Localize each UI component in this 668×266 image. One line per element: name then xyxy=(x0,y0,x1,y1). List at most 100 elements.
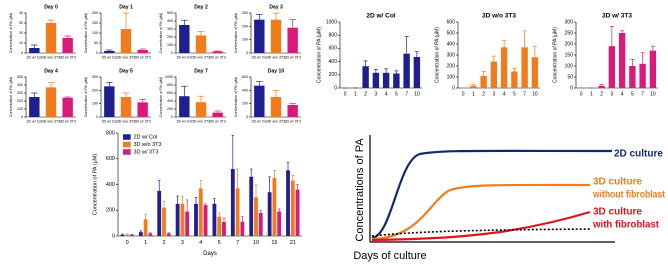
y-tick-label: 300 xyxy=(565,19,574,25)
legend-swatch xyxy=(123,149,131,155)
y-axis-label: Concentration of PA (µM) xyxy=(159,77,163,117)
bar xyxy=(287,105,298,117)
x-tick-label: 3 xyxy=(181,240,184,246)
y-tick-label: 50 xyxy=(567,74,573,80)
y-tick-label: 0 xyxy=(21,51,23,55)
bar xyxy=(212,51,223,53)
y-tick-label: 200 xyxy=(329,72,338,78)
chart-title: Day 2 xyxy=(194,4,208,10)
bar xyxy=(143,219,148,236)
y-tick-label: 500 xyxy=(447,30,456,36)
y-tick-label: 600 xyxy=(106,156,115,162)
x-tick-label: 10 xyxy=(650,91,656,97)
x-tick-label: 1 xyxy=(144,240,147,246)
chart-title: Day 5 xyxy=(119,68,133,74)
x-tick-label: 7 xyxy=(236,240,239,246)
bar xyxy=(217,216,222,236)
y-axis-label: Concentration of PA (µM) xyxy=(92,154,98,216)
y-axis-label: Concentration of PA (µM) xyxy=(434,27,440,83)
chart-title: Day 1 xyxy=(119,4,133,10)
x-tick-label: 3D w/o 3T3 xyxy=(192,55,210,59)
x-tick-label: 0 xyxy=(580,91,583,97)
x-tick-label: 3D w/ 3T3 xyxy=(134,55,150,59)
bar xyxy=(254,197,258,236)
y-tick-label: 400 xyxy=(167,99,173,103)
bar xyxy=(212,203,217,236)
y-tick-label: 0 xyxy=(171,115,173,119)
bar xyxy=(295,189,300,236)
bar xyxy=(286,170,290,236)
x-axis-label: Days xyxy=(203,251,217,257)
concept-y-label: Concentrations of PA xyxy=(354,138,366,242)
bar xyxy=(254,85,265,117)
y-tick-label: 600 xyxy=(329,46,338,52)
x-tick-label: 3D w/ 3T3 xyxy=(134,119,150,123)
bar xyxy=(393,73,400,88)
x-tick-label: 2D w/ Col xyxy=(102,55,118,59)
x-tick-label: 3D w/ 3T3 xyxy=(209,119,225,123)
bar xyxy=(230,169,235,236)
x-tick-label: 3D w/ 3T3 xyxy=(59,119,75,123)
x-tick-label: 5 xyxy=(218,240,221,246)
x-tick-label: 3 xyxy=(374,91,377,97)
y-tick-label: 100 xyxy=(447,74,456,80)
bar xyxy=(157,190,162,236)
y-tick-label: 600 xyxy=(242,75,248,79)
y-axis-label: Concentration of PA (µM) xyxy=(9,77,13,117)
bar xyxy=(639,63,646,88)
concept-diagram: Concentrations of PA Days of culture 2D … xyxy=(353,135,666,262)
bar xyxy=(629,66,636,88)
y-tick-label: 30 xyxy=(19,21,23,25)
x-tick-label: 2D w/ Col xyxy=(27,55,43,59)
x-tick-label: 3 xyxy=(610,91,613,97)
bar xyxy=(267,192,272,236)
x-tick-label: 4 xyxy=(385,91,388,97)
y-tick-label: 300 xyxy=(242,11,248,15)
bar xyxy=(137,50,148,53)
bar xyxy=(235,188,240,236)
y-tick-label: 0 xyxy=(570,85,573,91)
bar xyxy=(403,53,410,88)
y-tick-label: 1000 xyxy=(326,19,337,25)
bar xyxy=(500,47,508,88)
y-tick-label: 400 xyxy=(242,88,248,92)
y-tick-label: 400 xyxy=(17,83,23,87)
bar xyxy=(270,97,282,117)
legend-label: 3D w/o 3T3 xyxy=(133,142,161,148)
bar xyxy=(382,72,390,88)
bar xyxy=(148,233,153,236)
x-tick-label: 5 xyxy=(513,91,516,97)
bar xyxy=(203,205,208,236)
x-tick-label: 4 xyxy=(503,91,506,97)
bar xyxy=(120,97,132,117)
y-axis-label: Concentration of PA (µM) xyxy=(552,27,558,83)
bar xyxy=(45,87,57,117)
chart-title: Day 10 xyxy=(268,68,285,74)
y-tick-label: 300 xyxy=(92,75,98,79)
x-tick-label: 7 xyxy=(641,91,644,97)
x-tick-label: 3 xyxy=(492,91,495,97)
y-tick-label: 300 xyxy=(447,52,456,58)
legend-swatch xyxy=(123,134,131,140)
bar xyxy=(372,72,380,88)
y-tick-label: 400 xyxy=(106,182,115,188)
bar xyxy=(104,86,115,117)
bar xyxy=(138,232,143,236)
y-tick-label: 600 xyxy=(167,91,173,95)
x-tick-label: 0 xyxy=(344,91,347,97)
x-tick-label: 5 xyxy=(631,91,634,97)
bar xyxy=(162,207,166,236)
y-axis-label: Concentration of PA (µM) xyxy=(234,77,238,117)
y-tick-label: 500 xyxy=(17,75,23,79)
bar xyxy=(198,188,203,236)
bar xyxy=(45,23,57,53)
y-tick-label: 600 xyxy=(447,19,456,25)
x-tick-label: 1 xyxy=(472,91,475,97)
y-tick-label: 100 xyxy=(92,31,98,35)
y-axis-label: Concentration of PA (µM) xyxy=(9,13,13,53)
y-tick-label: 250 xyxy=(565,30,574,36)
bar xyxy=(195,102,207,117)
bar xyxy=(179,96,190,117)
legend-swatch xyxy=(123,141,131,148)
